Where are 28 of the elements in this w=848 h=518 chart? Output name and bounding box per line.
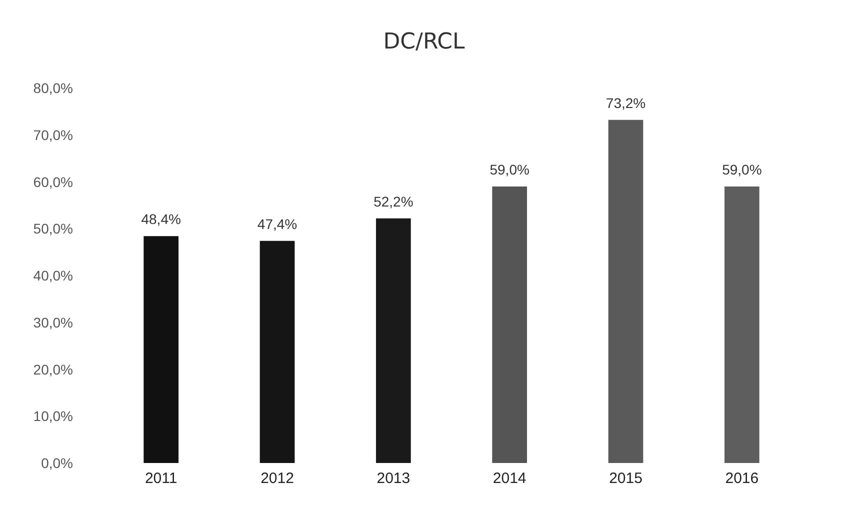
chart-title: DC/RCL [383, 30, 466, 54]
y-tick-label: 80,0% [33, 80, 73, 96]
data-label: 73,2% [606, 94, 646, 111]
x-tick-label: 2013 [376, 470, 410, 487]
bar [608, 120, 644, 463]
bar [376, 218, 411, 463]
data-label: 59,0% [722, 161, 762, 178]
x-tick-label: 2011 [144, 470, 178, 487]
data-label: 47,4% [257, 216, 298, 232]
x-tick-label: 2016 [725, 470, 759, 487]
bar [144, 236, 179, 463]
data-label: 52,2% [374, 193, 414, 210]
y-tick-label: 0,0% [41, 455, 73, 471]
y-tick-label: 20,0% [33, 361, 73, 378]
y-tick-label: 30,0% [33, 314, 73, 330]
x-tick-label: 2014 [492, 470, 526, 487]
y-tick-label: 50,0% [33, 220, 73, 237]
y-tick-label: 10,0% [33, 408, 73, 424]
x-tick-label: 2012 [260, 470, 294, 487]
bar [492, 186, 528, 463]
y-tick-label: 40,0% [33, 268, 73, 284]
bar [724, 186, 760, 463]
data-label: 48,4% [141, 211, 181, 228]
data-label: 59,0% [490, 161, 530, 178]
y-tick-label: 70,0% [33, 126, 73, 143]
y-tick-label: 60,0% [33, 174, 73, 190]
x-tick-label: 2015 [609, 470, 642, 487]
bar [260, 240, 295, 463]
